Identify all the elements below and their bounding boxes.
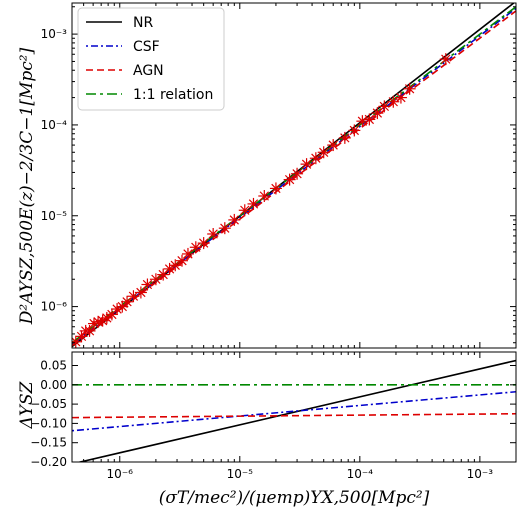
top-y-tick-label: 10⁻³ (41, 27, 68, 41)
bottom-y-axis-label: ΔYSZ (17, 380, 37, 429)
data-point-marker (238, 204, 251, 217)
data-point-marker (291, 167, 304, 180)
legend-label: CSF (133, 39, 160, 55)
legend-label: 1:1 relation (133, 87, 213, 103)
data-point-marker (387, 95, 400, 108)
data-point-marker (317, 146, 330, 159)
data-point-marker (189, 241, 202, 254)
legend-label: AGN (133, 63, 164, 79)
x-axis-label: (σT/mec²)/(μemp)YX,500[Mpc²] (159, 488, 430, 508)
top-y-axis-label: D²AYSZ,500E(z)−2/3C−1[Mpc²] (17, 47, 37, 325)
bottom-y-tick-label: −0.05 (30, 397, 67, 411)
top-series-line-3 (72, 10, 516, 347)
data-point-marker (403, 82, 416, 95)
top-y-tick-label: 10⁻⁵ (41, 209, 68, 223)
bottom-frame (71, 351, 517, 463)
legend-box (77, 7, 225, 111)
data-point-marker (439, 53, 452, 66)
bottom-y-tick-label: 0.00 (40, 378, 67, 392)
data-point-marker (283, 173, 296, 186)
bottom-y-tick-label: 0.05 (40, 359, 67, 373)
x-tick-label: 10⁻⁴ (347, 467, 374, 481)
data-point-marker (356, 115, 369, 128)
legend: NR CSF AGN 1:1 relation (77, 7, 225, 111)
data-point-marker (394, 91, 407, 104)
data-point-marker (169, 259, 182, 272)
data-point-marker (269, 182, 282, 195)
bottom-plot-area (72, 359, 516, 462)
data-point-marker (228, 213, 241, 226)
top-frame (71, 2, 517, 349)
data-point-marker (83, 324, 96, 337)
x-tick-label: 10⁻⁵ (227, 467, 254, 481)
bottom-series-line-2 (72, 390, 516, 432)
bottom-series-line-1 (76, 359, 516, 462)
data-point-marker (121, 295, 134, 308)
bottom-y-tick-label: −0.10 (30, 416, 67, 430)
data-point-marker (378, 100, 391, 113)
data-point-marker (181, 247, 194, 260)
x-tick-label: 10⁻⁶ (107, 467, 134, 481)
data-point-marker (207, 227, 220, 240)
data-point-marker (218, 222, 231, 235)
data-point-marker (363, 113, 376, 126)
data-point-marker (197, 237, 210, 250)
data-point-marker (309, 152, 322, 165)
data-point-marker (348, 124, 361, 137)
bottom-panel: 10⁻⁶ 10⁻⁵ 10⁻⁴ 10⁻³ 0.05 0.00 −0.05 −0.10 −0.15 −… (30, 351, 517, 481)
data-point-marker (247, 197, 260, 210)
top-plot-area (72, 3, 516, 348)
bottom-series-line-3 (72, 412, 516, 419)
data-point-marker (258, 190, 271, 203)
data-point-marker (149, 273, 162, 286)
legend-label: NR (133, 15, 153, 31)
bottom-y-tick-label: −0.15 (30, 436, 67, 450)
top-y-tick-label: 10⁻⁶ (41, 300, 68, 314)
data-point-marker (134, 286, 147, 299)
data-point-marker (338, 131, 351, 144)
data-point-marker (300, 158, 313, 171)
bottom-y-tick-label: −0.20 (30, 455, 67, 469)
data-point-marker (371, 107, 384, 120)
x-tick-label: 10⁻³ (467, 467, 494, 481)
data-point-marker (141, 278, 154, 291)
top-panel: 10⁻⁶ 10⁻⁵ 10⁻⁴ 10⁻³ NR CSF AGN 1:1 relation (41, 2, 517, 349)
top-y-tick-label: 10⁻⁴ (41, 118, 68, 132)
data-point-marker (327, 139, 340, 152)
